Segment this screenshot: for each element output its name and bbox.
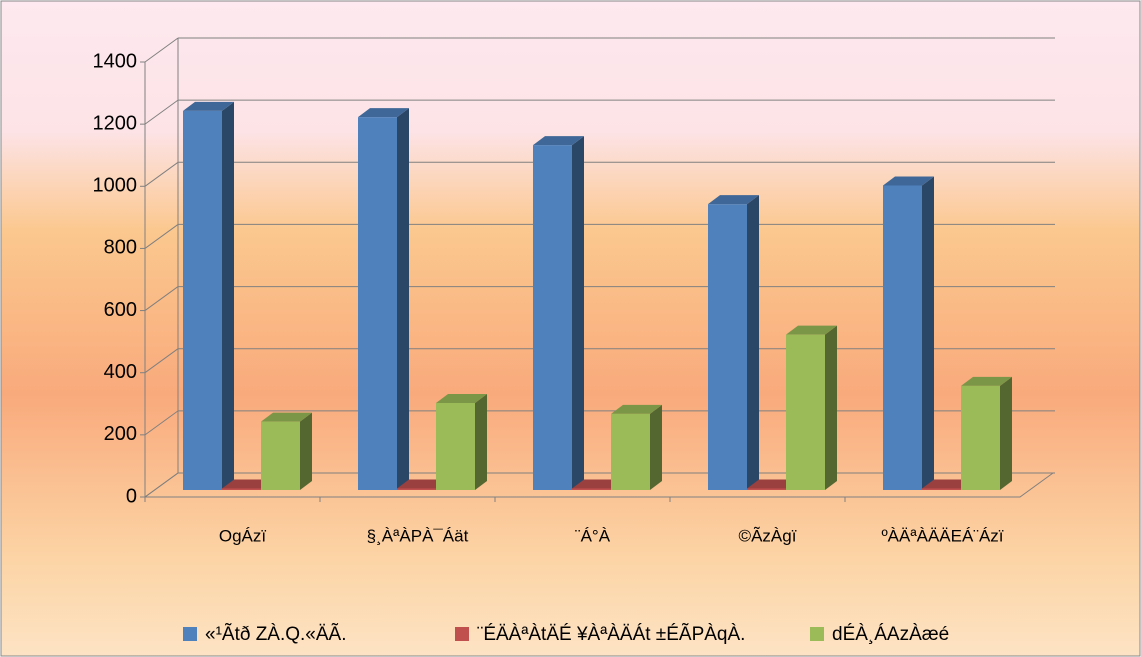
bar: [358, 108, 409, 491]
y-tick-label: 1000: [93, 175, 138, 197]
x-tick-label: §¸ÀªÀPÀ¯Áät: [367, 526, 469, 545]
y-tick-label: 1200: [93, 112, 138, 134]
bar-front: [397, 488, 436, 490]
bar-side: [572, 136, 584, 490]
legend-label: «¹Ãtð ZÀ.Q.«ÄÃ.: [205, 623, 347, 645]
bar-top: [883, 176, 934, 186]
bar: [883, 176, 934, 490]
bar: [611, 404, 662, 490]
bar-front: [533, 145, 572, 490]
bar-front: [747, 488, 786, 490]
legend-label: dÉÀ¸ÁAzÀæé: [832, 624, 949, 645]
grid-line: [144, 348, 179, 374]
y-tick-label: 800: [104, 237, 137, 259]
bar-side: [1000, 376, 1012, 490]
bar-front: [922, 488, 961, 490]
bar-front: [961, 385, 1000, 490]
bar-top: [261, 412, 312, 422]
bar-side: [222, 101, 234, 490]
bar-top: [183, 101, 234, 111]
bar: [183, 101, 234, 490]
bar-side: [747, 195, 759, 490]
bar-top: [358, 108, 409, 118]
y-tick-label: 200: [104, 423, 137, 445]
bar: [708, 195, 759, 490]
y-tick-label: 1400: [93, 50, 138, 72]
bar-top: [572, 479, 623, 489]
bar-front: [611, 413, 650, 490]
y-tick-label: 600: [104, 299, 137, 321]
x-tick-label: ¨Á°À: [575, 526, 611, 545]
y-tick-label: 400: [104, 361, 137, 383]
bar-side: [475, 394, 487, 490]
bar-top: [708, 195, 759, 205]
bar-top: [786, 325, 837, 335]
grid-line: [144, 472, 179, 498]
bar: [533, 136, 584, 490]
grid-line: [144, 286, 179, 311]
bar-top: [533, 136, 584, 146]
bar-top: [222, 479, 273, 489]
bar-front: [261, 421, 300, 490]
bar: [961, 376, 1012, 490]
bar-front: [708, 204, 747, 490]
bar-front: [358, 117, 397, 491]
grid-line: [144, 37, 179, 63]
bar-top: [747, 479, 798, 489]
bar-front: [222, 488, 261, 490]
bar-side: [300, 412, 312, 490]
bar-front: [436, 403, 475, 490]
bar: [786, 325, 837, 490]
bar-top: [397, 479, 448, 489]
bar-top: [961, 376, 1012, 386]
grid-line: [144, 410, 179, 436]
bar-front: [183, 110, 222, 490]
bar-front: [786, 334, 825, 490]
legend-swatch: [810, 627, 824, 641]
bar: [261, 412, 312, 490]
grid-line: [144, 161, 179, 187]
y-tick-label: 0: [126, 485, 137, 507]
x-tick-label: ºÀÄªÀÄÄEÁ¨Ázï: [881, 526, 1003, 545]
x-tick-label: OgÁzï: [219, 526, 267, 545]
legend-swatch: [183, 627, 197, 641]
x-tick-label: ©ÃzÀgï: [739, 526, 797, 545]
bar-side: [397, 108, 409, 491]
bar-side: [922, 176, 934, 490]
bar-side: [825, 325, 837, 490]
bar-front: [883, 185, 922, 490]
bar: [436, 394, 487, 490]
bar-side: [650, 404, 662, 490]
bar-front: [572, 488, 611, 490]
grid-line: [144, 99, 179, 125]
grid-line: [144, 224, 179, 249]
legend-label: ¨ÉÄÀªÀtÄÉ ¥ÀªÀÄÁt ±ÉÃPÀqÀ.: [477, 623, 745, 645]
legend-swatch: [455, 627, 469, 641]
bar-top: [436, 394, 487, 403]
bar-top: [922, 479, 973, 489]
bar-top: [611, 404, 662, 414]
